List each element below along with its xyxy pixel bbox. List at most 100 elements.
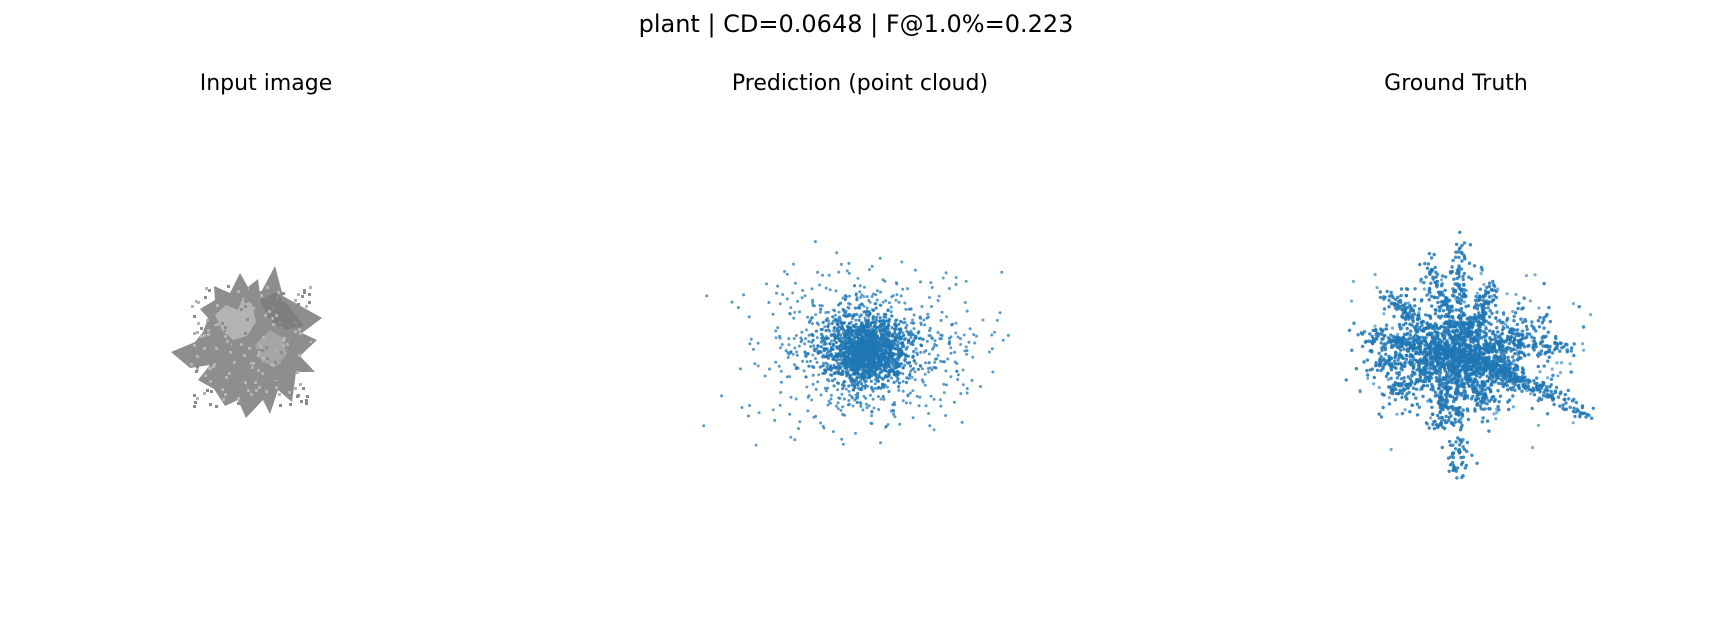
prediction-point (874, 315, 879, 320)
ground-truth-point (1548, 344, 1552, 349)
ground-truth-point (1390, 293, 1394, 298)
ground-truth-point (1434, 352, 1438, 356)
prediction-point (845, 346, 849, 350)
prediction-point (837, 330, 841, 334)
ground-truth-point (1460, 243, 1464, 248)
prediction-point (858, 284, 862, 288)
input-image-pixel (216, 323, 219, 326)
prediction-point (828, 342, 832, 345)
ground-truth-point (1430, 405, 1434, 409)
prediction-point (894, 327, 898, 331)
prediction-point (886, 379, 890, 383)
prediction-point (895, 293, 899, 297)
ground-truth-point (1449, 369, 1453, 373)
ground-truth-point (1423, 378, 1427, 382)
prediction-point (911, 318, 915, 322)
ground-truth-point (1382, 295, 1386, 299)
input-image-pixel (294, 299, 297, 302)
prediction-point (889, 305, 893, 309)
ground-truth-point (1445, 362, 1449, 367)
ground-truth-point (1435, 413, 1440, 418)
ground-truth-point (1455, 341, 1459, 346)
prediction-point (936, 331, 940, 334)
prediction-point (893, 372, 896, 376)
input-image-pixel (190, 361, 193, 364)
prediction-point (774, 336, 778, 340)
ground-truth-point (1365, 368, 1369, 373)
ground-truth-point (1454, 242, 1459, 246)
ground-truth-point (1511, 355, 1515, 359)
input-image-pixel (255, 308, 258, 311)
prediction-point (843, 366, 847, 370)
ground-truth-point (1405, 326, 1409, 331)
prediction-point (895, 379, 899, 383)
prediction-point (867, 404, 871, 408)
ground-truth-point (1438, 293, 1442, 297)
prediction-point (835, 381, 839, 385)
prediction-point (905, 323, 909, 327)
ground-truth-point (1425, 266, 1430, 270)
prediction-point (863, 374, 867, 378)
ground-truth-point (1553, 340, 1557, 345)
ground-truth-point (1408, 333, 1412, 337)
input-image-pixel (215, 347, 218, 350)
ground-truth-point (1523, 375, 1527, 379)
input-image-pixel (277, 291, 280, 294)
prediction-point (827, 310, 830, 314)
ground-truth-point (1520, 307, 1524, 311)
prediction-point (959, 392, 963, 396)
input-image-pixel (268, 310, 271, 313)
ground-truth-point (1461, 291, 1466, 295)
prediction-point (792, 316, 796, 320)
prediction-point (825, 337, 829, 341)
prediction-point (837, 325, 841, 329)
ground-truth-point (1539, 386, 1544, 390)
ground-truth-point (1464, 334, 1469, 339)
ground-truth-point (1413, 346, 1417, 350)
ground-truth-point (1426, 262, 1431, 266)
ground-truth-point (1523, 336, 1528, 340)
ground-truth-point (1487, 315, 1492, 319)
ground-truth-point (1436, 425, 1440, 430)
prediction-point (928, 296, 931, 299)
prediction-point (867, 362, 871, 366)
prediction-point (876, 312, 880, 316)
ground-truth-point (1443, 326, 1448, 330)
prediction-point (806, 409, 810, 413)
ground-truth-point (1344, 378, 1348, 382)
prediction-point (836, 388, 840, 392)
input-image-pixel (244, 381, 247, 384)
ground-truth-point (1400, 314, 1404, 319)
ground-truth-point (1403, 364, 1407, 369)
ground-truth-point (1434, 325, 1439, 329)
prediction-point (777, 364, 781, 368)
prediction-point (874, 321, 878, 325)
ground-truth-point (1370, 367, 1375, 371)
input-image-pixel (216, 357, 219, 360)
prediction-point (900, 351, 904, 355)
prediction-point (827, 322, 831, 326)
prediction-point (933, 357, 937, 361)
prediction-point (821, 320, 825, 324)
ground-truth-point (1521, 371, 1526, 375)
prediction-point (841, 351, 845, 355)
ground-truth-point (1544, 334, 1548, 338)
prediction-point (862, 285, 866, 289)
prediction-point (990, 347, 994, 351)
ground-truth-point (1531, 386, 1535, 390)
ground-truth-point (1395, 339, 1400, 343)
ground-truth-point (1422, 360, 1426, 364)
prediction-point (906, 341, 910, 345)
ground-truth-point (1516, 384, 1521, 388)
input-image-pixel (191, 305, 194, 308)
input-image-pixel (204, 329, 207, 332)
prediction-point (893, 403, 897, 407)
ground-truth-point (1458, 316, 1463, 320)
ground-truth-point (1492, 399, 1497, 403)
prediction-point (878, 375, 882, 379)
prediction-point (878, 354, 882, 358)
ground-truth-point (1412, 298, 1417, 302)
input-image-pixel (193, 315, 196, 318)
ground-truth-point (1479, 314, 1484, 318)
ground-truth-point (1497, 339, 1501, 344)
